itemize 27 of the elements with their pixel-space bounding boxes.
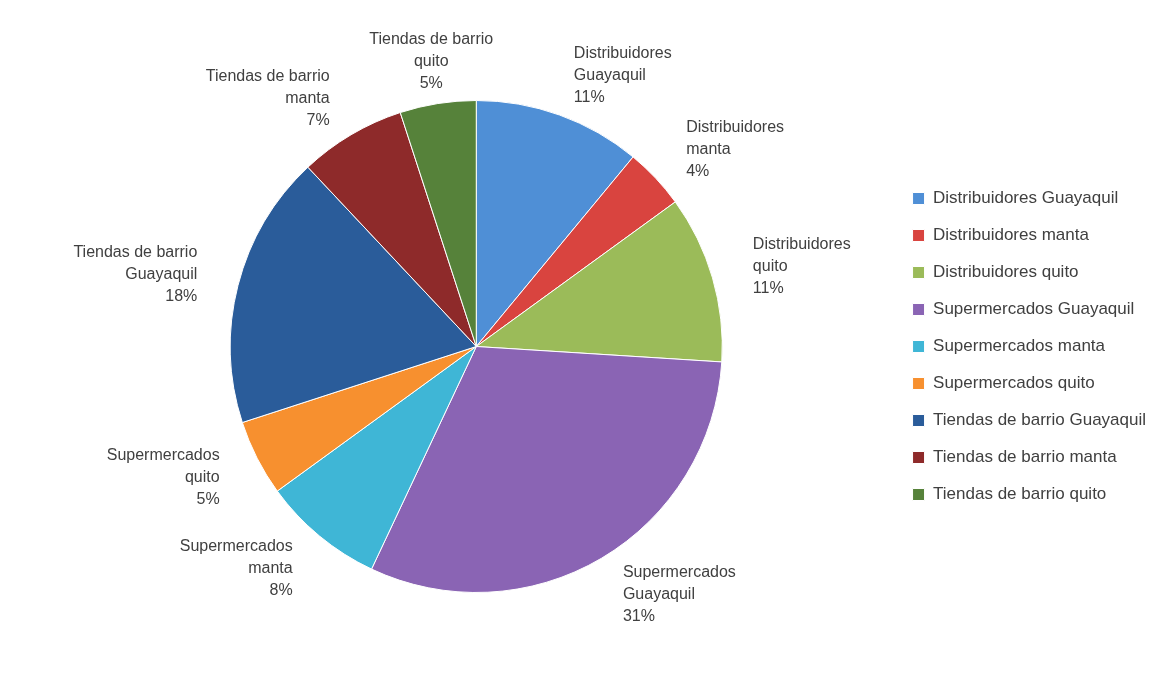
slice-label: Tiendas de barrio quito [369, 30, 494, 70]
legend-label: Tiendas de barrio quito [933, 484, 1107, 504]
data-label: 18% [165, 287, 198, 305]
legend-label: Tiendas de barrio Guayaquil [933, 410, 1147, 430]
slice-label: Distribuidores quito [752, 234, 851, 274]
data-label: 11% [573, 87, 605, 105]
slice-label: Supermercados quito [106, 445, 220, 485]
slice-label: Distribuidores Guayaquil [573, 43, 672, 83]
data-label: 31% [622, 606, 655, 624]
data-label: 7% [306, 111, 330, 129]
legend-label: Supermercados quito [933, 373, 1095, 393]
legend-label: Distribuidores Guayaquil [933, 188, 1119, 208]
slice-label: Tiendas de barrio manta [205, 67, 330, 107]
slice-label: Supermercados manta [179, 536, 293, 576]
legend-label: Supermercados Guayaquil [933, 299, 1135, 319]
data-label: 11% [752, 278, 784, 296]
data-label: 4% [686, 161, 710, 179]
slice-label: Tiendas de barrio Guayaquil [73, 243, 198, 283]
data-label: 5% [419, 74, 443, 92]
slice-label: Supermercados Guayaquil [622, 562, 736, 602]
data-label: 5% [196, 489, 220, 507]
slice-label: Distribuidores manta [686, 117, 785, 157]
legend-label: Distribuidores manta [933, 225, 1090, 245]
legend-label: Tiendas de barrio manta [933, 447, 1118, 467]
legend-label: Supermercados manta [933, 336, 1106, 356]
data-label: 8% [269, 580, 293, 598]
legend-label: Distribuidores quito [933, 262, 1079, 282]
